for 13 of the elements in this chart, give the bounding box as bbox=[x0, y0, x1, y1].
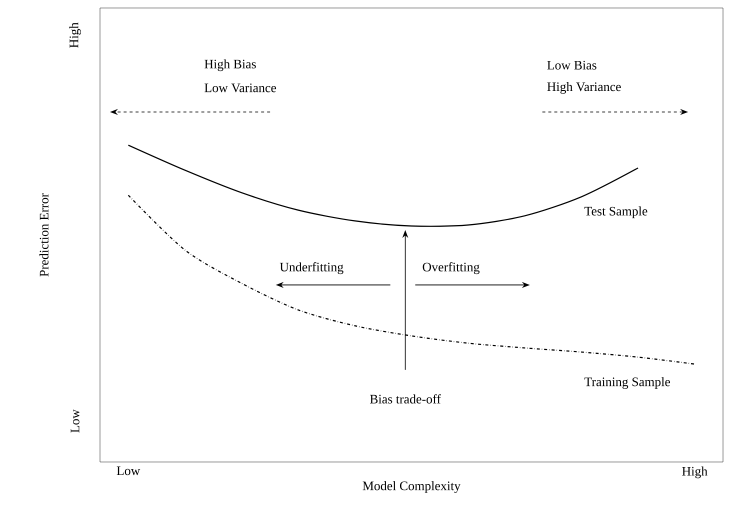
annotation: Underfitting bbox=[280, 262, 344, 274]
x-axis-title: Model Complexity bbox=[362, 481, 461, 493]
text: High bbox=[69, 22, 81, 48]
annotation: Bias trade-off bbox=[370, 394, 441, 404]
y-axis-title: Prediction Error bbox=[39, 193, 48, 277]
series-label: Test Sample bbox=[584, 206, 648, 218]
text: High Variance bbox=[547, 82, 621, 94]
text: High Bias bbox=[204, 59, 256, 72]
text: Low Variance bbox=[204, 84, 276, 92]
annotation: Overfitting bbox=[422, 262, 480, 274]
series-label: Training Sample bbox=[584, 377, 670, 389]
text: Low Bias bbox=[547, 60, 596, 70]
text: Low bbox=[70, 409, 80, 433]
